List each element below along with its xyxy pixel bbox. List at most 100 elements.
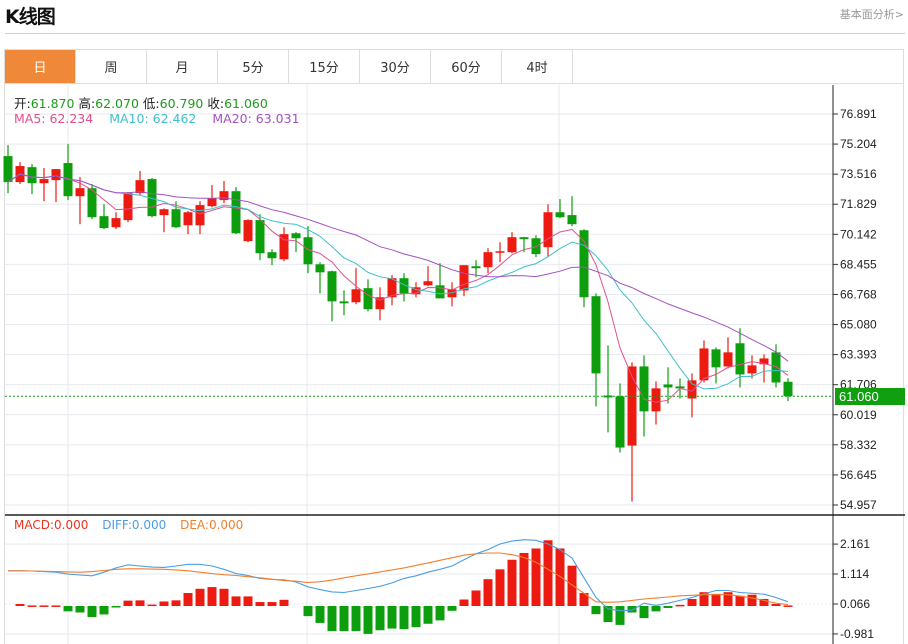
candle-body bbox=[423, 281, 433, 286]
candle bbox=[567, 196, 577, 227]
tab-30min[interactable]: 30分 bbox=[360, 50, 431, 83]
candle bbox=[39, 168, 49, 202]
fundamental-analysis-link[interactable]: 基本面分析> bbox=[839, 8, 904, 21]
tab-month[interactable]: 月 bbox=[147, 50, 218, 83]
candle-body bbox=[267, 252, 277, 259]
macd-bar bbox=[255, 602, 265, 606]
macd-bar bbox=[579, 593, 589, 606]
candle bbox=[483, 248, 493, 274]
macd-bar bbox=[483, 579, 493, 606]
candle bbox=[723, 337, 733, 369]
candle-body bbox=[771, 352, 781, 383]
price-tick-label: 66.768 bbox=[840, 287, 877, 301]
candle bbox=[63, 144, 73, 201]
candle bbox=[699, 340, 709, 383]
tab-15min[interactable]: 15分 bbox=[289, 50, 360, 83]
tab-5min[interactable]: 5分 bbox=[218, 50, 289, 83]
macd-bar bbox=[315, 606, 325, 623]
candle bbox=[3, 145, 13, 194]
page-title: K线图 bbox=[5, 6, 56, 28]
candle bbox=[543, 204, 553, 258]
candle bbox=[435, 263, 445, 299]
candle bbox=[255, 214, 265, 261]
tab-day[interactable]: 日 bbox=[5, 50, 76, 83]
candle-body bbox=[567, 215, 577, 225]
candle bbox=[555, 199, 565, 219]
macd-bar bbox=[459, 599, 469, 606]
candle-body bbox=[543, 212, 553, 248]
open-value: 61.870 bbox=[30, 96, 75, 111]
candle bbox=[279, 227, 289, 262]
candle bbox=[603, 345, 613, 433]
candle-body bbox=[111, 218, 121, 228]
diff-legend-value: DIFF:0.000 bbox=[102, 518, 167, 532]
macd-bar bbox=[687, 598, 697, 606]
candle bbox=[183, 210, 193, 235]
price-tick-label: 76.891 bbox=[840, 107, 877, 121]
macd-bar bbox=[399, 606, 409, 630]
candle-body bbox=[615, 396, 625, 448]
macd-bar bbox=[699, 592, 709, 606]
candle bbox=[579, 229, 589, 308]
price-tick-label: 70.142 bbox=[840, 227, 877, 241]
candle bbox=[651, 381, 661, 425]
candle bbox=[663, 367, 673, 404]
candle bbox=[339, 290, 349, 316]
candle-body bbox=[207, 198, 217, 207]
candle bbox=[747, 355, 757, 379]
macd-bar bbox=[591, 606, 601, 615]
macd-tick-label: -0.981 bbox=[840, 627, 874, 641]
candle bbox=[99, 204, 109, 230]
tab-week[interactable]: 周 bbox=[76, 50, 147, 83]
chart-frame bbox=[4, 84, 904, 644]
macd-bar bbox=[783, 605, 793, 607]
macd-bar bbox=[39, 605, 49, 607]
candle-body bbox=[243, 220, 253, 242]
candle-body bbox=[711, 349, 721, 368]
macd-bar bbox=[279, 599, 289, 606]
candle-body bbox=[471, 266, 481, 269]
candle bbox=[123, 192, 133, 223]
macd-tick-label: 1.114 bbox=[840, 567, 869, 581]
open-label: 开: bbox=[14, 96, 31, 111]
ma10-legend: MA10: 62.462 bbox=[109, 111, 197, 126]
candle-body bbox=[639, 366, 649, 412]
candle-body bbox=[3, 156, 13, 183]
candle bbox=[231, 187, 241, 235]
candle-body bbox=[747, 365, 757, 374]
candle bbox=[159, 208, 169, 233]
low-label: 低: bbox=[142, 96, 160, 111]
macd-bar bbox=[339, 606, 349, 632]
ma5-legend: MA5: 62.234 bbox=[14, 111, 94, 126]
macd-bar bbox=[507, 559, 517, 606]
candle-body bbox=[603, 395, 613, 398]
candle-body bbox=[219, 191, 229, 201]
macd-bar bbox=[51, 605, 61, 607]
price-tick-label: 60.019 bbox=[840, 408, 877, 422]
candle bbox=[495, 242, 505, 263]
candle-body bbox=[651, 388, 661, 412]
candle bbox=[15, 162, 25, 185]
ma20-legend: MA20: 63.031 bbox=[212, 111, 300, 126]
candle-body bbox=[339, 301, 349, 304]
candle bbox=[447, 282, 457, 307]
candle bbox=[399, 273, 409, 302]
macd-legend-value: MACD:0.000 bbox=[14, 518, 89, 532]
macd-bar bbox=[615, 606, 625, 625]
candle-body bbox=[27, 167, 37, 184]
macd-bar bbox=[219, 588, 229, 606]
price-tick-label: 71.829 bbox=[840, 197, 877, 211]
period-tabs: 日 周 月 5分 15分 30分 60分 4时 bbox=[4, 49, 904, 84]
macd-bar bbox=[363, 606, 373, 634]
candle-body bbox=[375, 297, 385, 310]
candle-body bbox=[183, 212, 193, 226]
candle bbox=[219, 181, 229, 204]
macd-bar bbox=[447, 606, 457, 611]
tab-60min[interactable]: 60分 bbox=[431, 50, 502, 83]
candle bbox=[327, 270, 337, 322]
candle-body bbox=[723, 352, 733, 367]
candle bbox=[111, 212, 121, 230]
macd-bar bbox=[207, 587, 217, 606]
tab-4hour[interactable]: 4时 bbox=[502, 50, 573, 83]
